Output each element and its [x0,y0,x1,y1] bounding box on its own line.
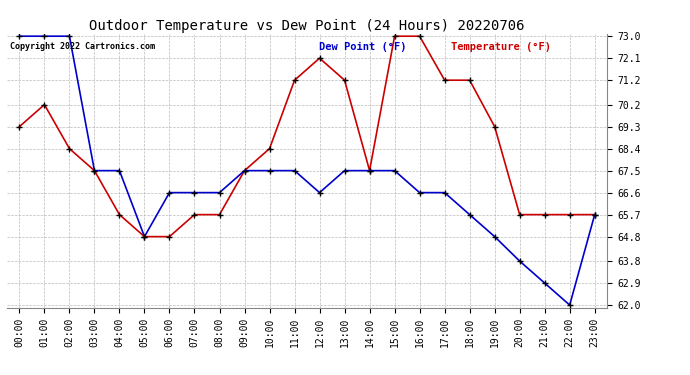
Text: Dew Point (°F): Dew Point (°F) [319,42,406,52]
Text: Copyright 2022 Cartronics.com: Copyright 2022 Cartronics.com [10,42,155,51]
Text: Temperature (°F): Temperature (°F) [451,42,551,52]
Title: Outdoor Temperature vs Dew Point (24 Hours) 20220706: Outdoor Temperature vs Dew Point (24 Hou… [89,19,525,33]
